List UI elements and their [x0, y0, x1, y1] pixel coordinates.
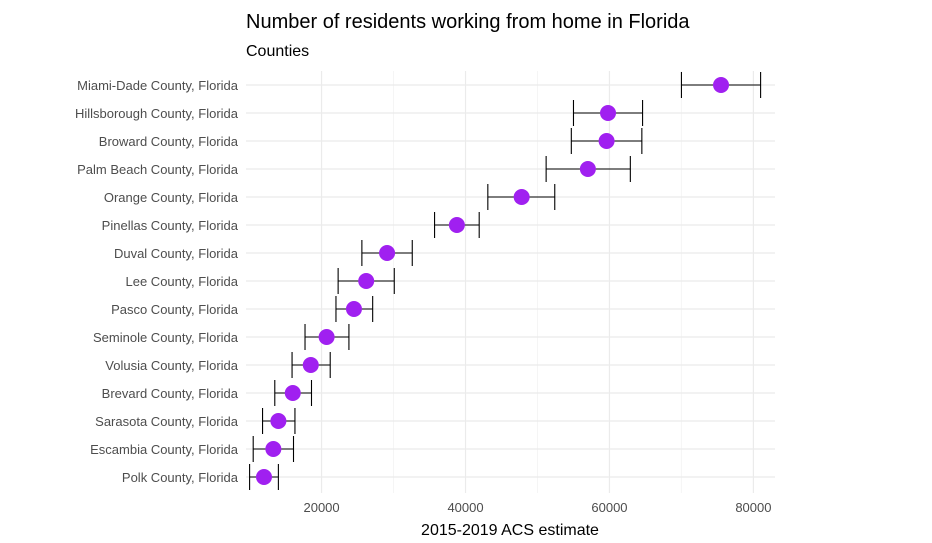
data-point	[598, 133, 615, 149]
y-tick-label: Seminole County, Florida	[93, 330, 239, 345]
data-point	[302, 357, 319, 373]
y-tick-label: Palm Beach County, Florida	[77, 162, 239, 177]
y-tick-label: Lee County, Florida	[126, 274, 239, 289]
data-point	[713, 77, 730, 93]
y-tick-label: Sarasota County, Florida	[95, 414, 239, 429]
data-point	[345, 301, 362, 317]
points	[255, 77, 730, 485]
data-point	[600, 105, 617, 121]
data-point	[358, 273, 375, 289]
y-tick-label: Escambia County, Florida	[90, 442, 239, 457]
y-tick-label: Brevard County, Florida	[102, 386, 239, 401]
x-axis-label: 2015-2019 ACS estimate	[421, 522, 599, 539]
data-point	[379, 245, 396, 261]
data-point	[448, 217, 465, 233]
y-tick-label: Broward County, Florida	[99, 134, 239, 149]
data-point	[255, 469, 272, 485]
y-tick-label: Hillsborough County, Florida	[75, 106, 239, 121]
y-tick-label: Duval County, Florida	[114, 246, 239, 261]
y-axis-tick-labels: Miami-Dade County, Florida Hillsborough C…	[75, 78, 239, 485]
error-bars	[249, 72, 762, 490]
data-point	[318, 329, 335, 345]
x-axis-tick-labels: 20000 40000 60000 80000	[303, 500, 771, 515]
x-tick-label: 80000	[735, 500, 771, 515]
y-tick-label: Polk County, Florida	[122, 470, 239, 485]
x-tick-label: 40000	[447, 500, 483, 515]
data-point	[284, 385, 301, 401]
data-point	[265, 441, 282, 457]
data-point	[579, 161, 596, 177]
chart-subtitle: Counties	[246, 43, 309, 60]
grid	[246, 71, 775, 493]
y-tick-label: Miami-Dade County, Florida	[77, 78, 239, 93]
x-tick-label: 20000	[303, 500, 339, 515]
data-point	[513, 189, 530, 205]
chart-title: Number of residents working from home in…	[246, 11, 690, 33]
y-tick-label: Pasco County, Florida	[111, 302, 239, 317]
y-tick-label: Pinellas County, Florida	[102, 218, 239, 233]
x-tick-label: 60000	[591, 500, 627, 515]
y-tick-label: Volusia County, Florida	[105, 358, 238, 373]
data-point	[270, 413, 287, 429]
y-tick-label: Orange County, Florida	[104, 190, 239, 205]
